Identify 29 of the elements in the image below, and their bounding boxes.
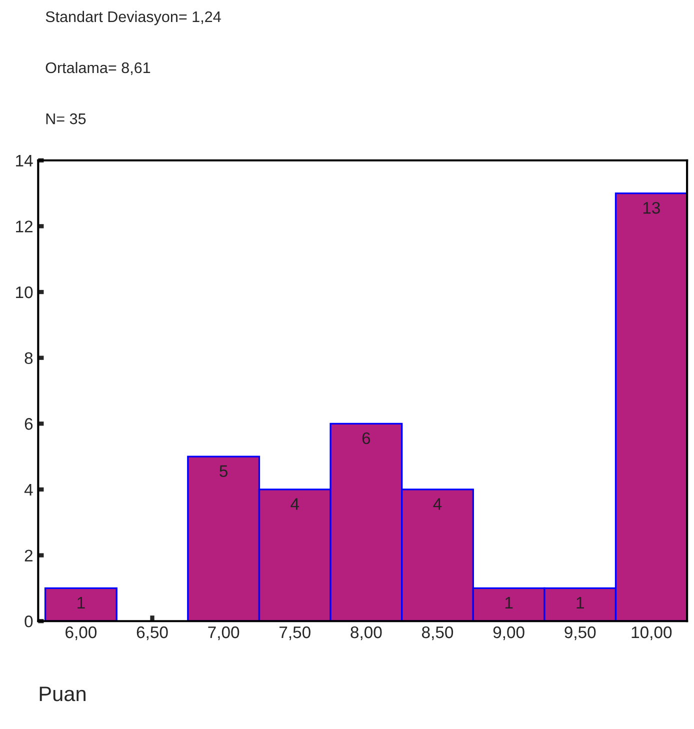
y-tick-label: 4 — [24, 484, 33, 496]
x-tick-label: 7,00 — [208, 626, 240, 640]
x-axis-title: Puan — [40, 686, 86, 702]
data-label: 4 — [433, 498, 442, 510]
text: Standart Deviasyon= 1,24 — [46, 10, 221, 26]
y-tick-label: 2 — [24, 550, 32, 562]
x-tick-label: 8,00 — [350, 626, 382, 640]
x-tick-label: 7,50 — [280, 626, 310, 640]
x-tick-label: 8,50 — [422, 626, 454, 640]
y-tick-label: 6 — [24, 418, 33, 430]
x-tick-label: 6,50 — [136, 626, 168, 640]
text: Ortalama= 8,61 — [46, 62, 150, 75]
data-label: 4 — [290, 498, 300, 510]
data-label: 6 — [362, 432, 370, 444]
data-label: 1 — [576, 597, 584, 609]
data-label: 1 — [505, 597, 513, 609]
text: N= 35 — [46, 113, 86, 124]
data-label: 13 — [643, 202, 660, 214]
x-tick-label: 10,00 — [632, 626, 672, 640]
y-tick-label: 14 — [16, 154, 33, 166]
data-label: 1 — [78, 597, 85, 609]
y-tick-label: 8 — [24, 352, 33, 364]
x-tick-label: 9,50 — [564, 626, 596, 640]
y-tick-label: 12 — [16, 220, 32, 232]
x-tick-label: 9,00 — [493, 626, 524, 640]
y-tick-label: 10 — [16, 286, 33, 298]
x-tick-label: 6,00 — [66, 626, 97, 640]
y-tick-label: 0 — [24, 616, 33, 628]
data-label: 5 — [220, 465, 228, 478]
